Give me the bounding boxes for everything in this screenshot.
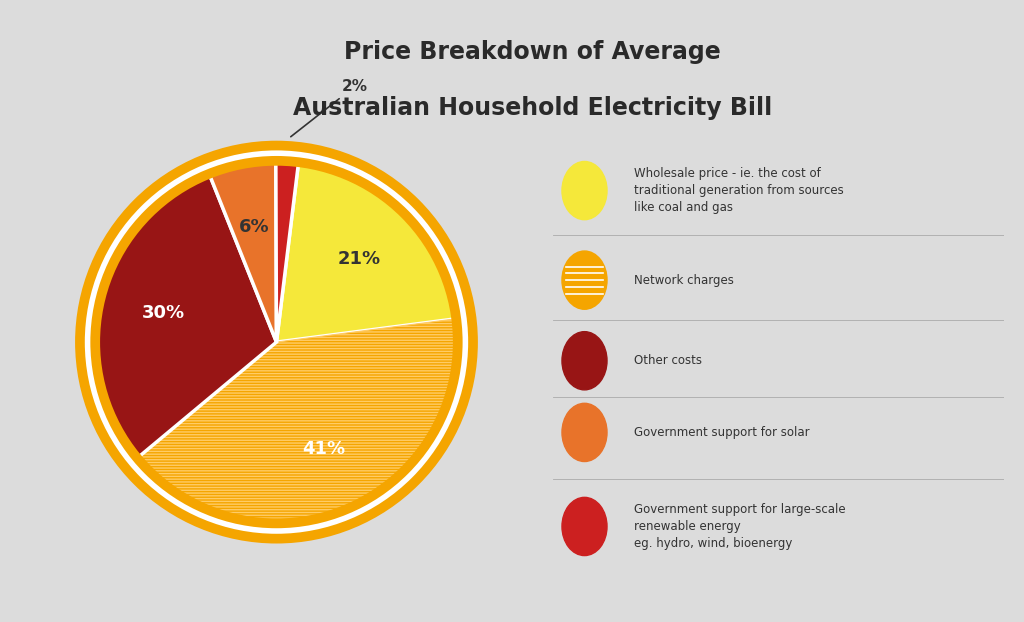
- Wedge shape: [206, 153, 276, 342]
- Ellipse shape: [562, 162, 607, 220]
- Wedge shape: [131, 318, 465, 531]
- Text: Government support for solar: Government support for solar: [634, 426, 810, 439]
- Ellipse shape: [562, 498, 607, 555]
- Text: Government support for large-scale
renewable energy
eg. hydro, wind, bioenergy: Government support for large-scale renew…: [634, 503, 846, 550]
- Wedge shape: [88, 167, 276, 463]
- Text: 2%: 2%: [291, 79, 368, 137]
- Text: Australian Household Electricity Bill: Australian Household Electricity Bill: [293, 96, 772, 119]
- Wedge shape: [276, 155, 464, 342]
- Ellipse shape: [562, 251, 607, 309]
- Text: 41%: 41%: [302, 440, 345, 458]
- Ellipse shape: [562, 403, 607, 462]
- Text: Wholesale price - ie. the cost of
traditional generation from sources
like coal : Wholesale price - ie. the cost of tradit…: [634, 167, 844, 214]
- Wedge shape: [275, 153, 299, 342]
- Text: 21%: 21%: [338, 250, 381, 268]
- Text: Other costs: Other costs: [634, 355, 702, 367]
- Text: 6%: 6%: [239, 218, 269, 236]
- Text: Network charges: Network charges: [634, 274, 734, 287]
- Ellipse shape: [562, 332, 607, 390]
- Text: Price Breakdown of Average: Price Breakdown of Average: [344, 40, 721, 63]
- Text: 30%: 30%: [141, 304, 184, 322]
